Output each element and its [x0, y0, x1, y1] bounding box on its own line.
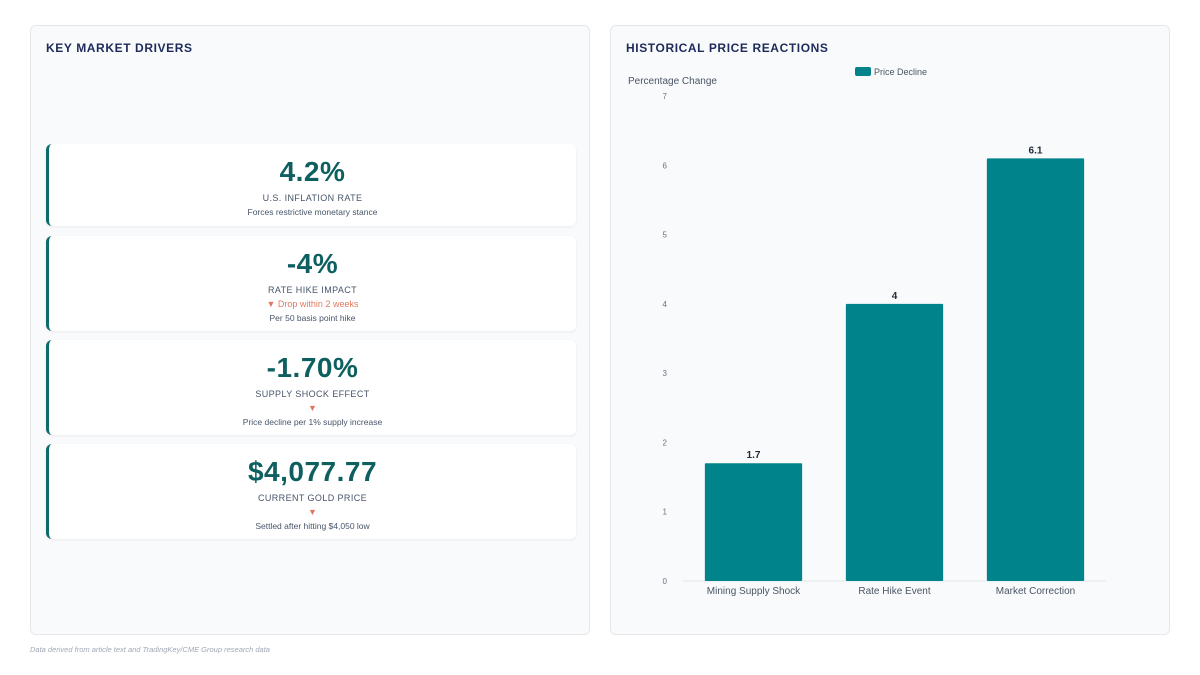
kpi-description: Per 50 basis point hike: [269, 313, 356, 323]
kpi-card-gold-price: $4,077.77 CURRENT GOLD PRICE ▼ Settled a…: [46, 444, 576, 539]
kpi-value: -1.70%: [266, 352, 359, 383]
data-label: 6.1: [1029, 145, 1043, 156]
panel-title-reactions: HISTORICAL PRICE REACTIONS: [626, 41, 829, 55]
x-tick-label: Market Correction: [996, 586, 1075, 597]
kpi-label: RATE HIKE IMPACT: [267, 285, 358, 295]
y-tick-label: 7: [663, 92, 668, 101]
kpi-trend-down: ▼: [308, 507, 317, 517]
y-tick-label: 2: [663, 438, 668, 447]
bar: [986, 158, 1085, 581]
kpi-value: 4.2%: [279, 156, 346, 187]
kpi-description: Settled after hitting $4,050 low: [255, 521, 370, 531]
panel-title-drivers: KEY MARKET DRIVERS: [46, 41, 193, 55]
kpi-label: SUPPLY SHOCK EFFECT: [255, 389, 370, 399]
kpi-description: Price decline per 1% supply increase: [242, 417, 383, 427]
data-label: 1.7: [747, 450, 761, 461]
y-tick-label: 5: [663, 231, 668, 240]
bar-chart: Percentage Change Price Decline 0 1 2 3 4 5 6 7 1.…: [628, 67, 1106, 597]
historical-price-reactions-panel: HISTORICAL PRICE REACTIONS Percentage Ch…: [610, 25, 1170, 635]
bar: [845, 303, 944, 581]
y-tick-label: 0: [663, 577, 668, 586]
y-tick-label: 4: [663, 300, 668, 309]
kpi-trend-down: ▼: [308, 403, 317, 413]
bar: [704, 463, 803, 581]
kpi-card-rate-hike: -4% RATE HIKE IMPACT ▼ Drop within 2 wee…: [46, 236, 576, 331]
kpi-card-inflation: 4.2% U.S. INFLATION RATE Forces restrict…: [46, 144, 576, 226]
kpi-label: U.S. INFLATION RATE: [262, 193, 363, 203]
y-tick-label: 6: [663, 161, 668, 170]
data-label: 4: [892, 291, 898, 302]
x-tick-label: Mining Supply Shock: [707, 586, 801, 597]
legend-swatch: [855, 67, 871, 76]
y-tick-label: 1: [663, 508, 668, 517]
y-tick-label: 3: [663, 369, 668, 378]
kpi-value: $4,077.77: [247, 456, 378, 487]
footnote: Data derived from article text and Tradi…: [30, 645, 270, 654]
kpi-value: -4%: [286, 248, 339, 279]
key-market-drivers-panel: KEY MARKET DRIVERS 4.2% U.S. INFLATION R…: [30, 25, 590, 635]
legend-label: Price Decline: [874, 67, 927, 77]
kpi-description: Forces restrictive monetary stance: [247, 207, 378, 217]
kpi-trend-down: ▼ Drop within 2 weeks: [266, 299, 359, 309]
kpi-card-supply-shock: -1.70% SUPPLY SHOCK EFFECT ▼ Price decli…: [46, 340, 576, 435]
x-tick-label: Rate Hike Event: [858, 586, 930, 597]
y-axis-title: Percentage Change: [628, 76, 717, 87]
kpi-label: CURRENT GOLD PRICE: [257, 493, 368, 503]
